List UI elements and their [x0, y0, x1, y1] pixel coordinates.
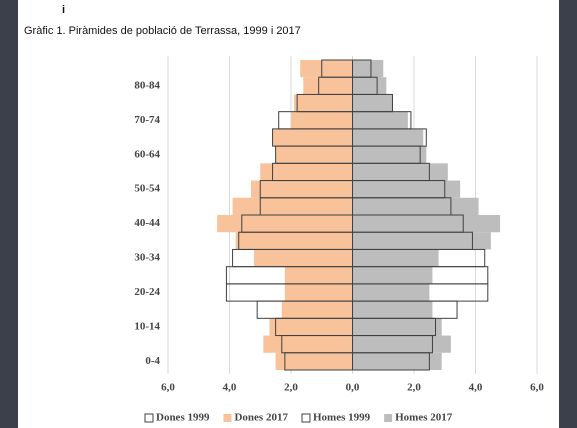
x-tick-label: 2,0	[284, 382, 298, 394]
x-tick-label: 0,0	[346, 382, 360, 394]
bar	[352, 146, 427, 164]
bar	[284, 266, 353, 284]
bar	[275, 352, 353, 370]
legend-swatch	[301, 413, 311, 423]
bar	[352, 232, 491, 250]
bar	[352, 111, 408, 129]
y-tick-label: 40-44	[134, 217, 160, 229]
bar	[352, 283, 430, 302]
bar	[352, 59, 372, 78]
legend-label: Homes 2017	[395, 412, 453, 424]
bar	[352, 128, 424, 147]
x-tick-label: 4,0	[469, 382, 483, 394]
y-tick-label: 50-54	[134, 183, 160, 195]
bar	[303, 77, 353, 95]
bar	[352, 197, 479, 215]
bar	[217, 215, 353, 233]
bar	[352, 352, 442, 370]
bar	[254, 249, 353, 267]
bar	[352, 266, 433, 284]
bar	[352, 249, 439, 267]
bar	[352, 180, 461, 198]
bar	[294, 94, 353, 112]
bar	[352, 215, 501, 233]
x-tick-label: 2,0	[407, 382, 421, 394]
y-tick-label: 80-84	[134, 79, 160, 91]
bar	[352, 94, 393, 112]
x-tick-label: 6,0	[161, 382, 175, 394]
bar	[284, 283, 353, 302]
annotation: i	[62, 4, 65, 16]
legend-swatch	[144, 413, 154, 423]
bar	[352, 301, 433, 319]
bar	[352, 60, 384, 78]
y-tick-label: 30-34	[134, 252, 160, 264]
bar	[281, 301, 353, 319]
bar	[235, 232, 353, 250]
bar	[263, 335, 353, 353]
y-tick-label: 60-64	[134, 148, 160, 160]
y-tick-label: 70-74	[134, 114, 160, 126]
legend-label: Homes 1999	[313, 412, 371, 424]
y-tick-label: 0-4	[145, 355, 160, 367]
legend-swatch	[384, 414, 393, 422]
legend-swatch	[223, 414, 232, 422]
bar	[269, 318, 353, 336]
bar	[352, 163, 448, 181]
y-tick-label: 10-14	[134, 320, 160, 332]
chart-title: Gràfic 1. Piràmides de població de Terra…	[24, 25, 301, 37]
bar	[352, 77, 387, 95]
bar	[291, 111, 353, 129]
y-tick-label: 20-24	[134, 286, 160, 298]
legend-label: Dones 1999	[156, 412, 210, 424]
x-tick-label: 4,0	[223, 382, 237, 394]
legend-label: Dones 2017	[234, 412, 288, 424]
bar	[352, 335, 451, 353]
bar	[272, 128, 353, 147]
bar	[232, 197, 353, 215]
bar	[251, 180, 353, 198]
bar	[352, 318, 442, 336]
bar	[275, 146, 353, 164]
bar	[260, 163, 353, 181]
x-tick-label: 6,0	[530, 382, 544, 394]
bar	[300, 60, 353, 78]
